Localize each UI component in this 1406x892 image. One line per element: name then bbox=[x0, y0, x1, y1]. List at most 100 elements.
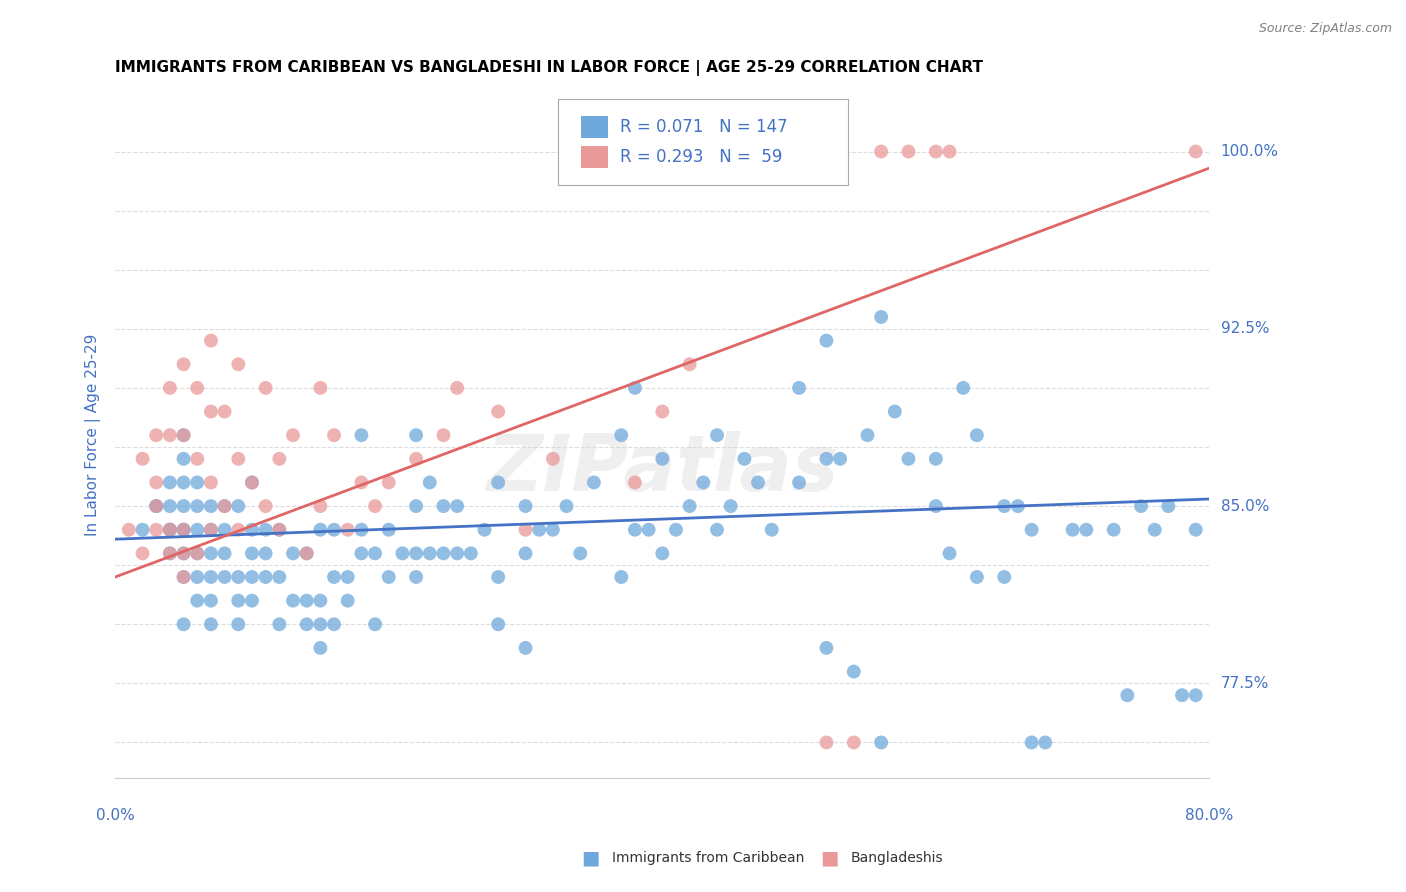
Point bbox=[624, 523, 647, 537]
Point bbox=[200, 593, 222, 607]
Point bbox=[405, 451, 427, 466]
Point bbox=[281, 593, 304, 607]
Point bbox=[651, 404, 673, 418]
Text: IMMIGRANTS FROM CARIBBEAN VS BANGLADESHI IN LABOR FORCE | AGE 25-29 CORRELATION : IMMIGRANTS FROM CARIBBEAN VS BANGLADESHI… bbox=[115, 60, 983, 76]
Point bbox=[952, 381, 974, 395]
Point bbox=[186, 499, 208, 513]
Text: ■: ■ bbox=[581, 848, 600, 868]
Point bbox=[281, 428, 304, 442]
Point bbox=[240, 475, 263, 490]
Point bbox=[486, 404, 509, 418]
Point bbox=[186, 475, 208, 490]
Point bbox=[364, 499, 387, 513]
Point bbox=[214, 523, 236, 537]
Point bbox=[637, 523, 659, 537]
Point bbox=[391, 546, 413, 560]
Point bbox=[186, 546, 208, 560]
Point bbox=[925, 499, 948, 513]
Point bbox=[1143, 523, 1166, 537]
Point bbox=[309, 593, 332, 607]
Point bbox=[897, 145, 920, 159]
Point bbox=[651, 451, 673, 466]
Point bbox=[897, 451, 920, 466]
Point bbox=[1184, 688, 1206, 702]
Text: Source: ZipAtlas.com: Source: ZipAtlas.com bbox=[1258, 22, 1392, 36]
Text: 92.5%: 92.5% bbox=[1220, 321, 1270, 336]
Point bbox=[460, 546, 482, 560]
Point bbox=[432, 499, 454, 513]
Point bbox=[240, 475, 263, 490]
Point bbox=[145, 428, 167, 442]
Point bbox=[336, 523, 359, 537]
Point bbox=[486, 570, 509, 584]
Point bbox=[186, 523, 208, 537]
Point bbox=[815, 735, 838, 749]
Point bbox=[240, 523, 263, 537]
Point bbox=[145, 523, 167, 537]
Point bbox=[569, 546, 592, 560]
Point bbox=[159, 381, 181, 395]
Point bbox=[159, 523, 181, 537]
Point bbox=[145, 499, 167, 513]
Point bbox=[925, 451, 948, 466]
Point bbox=[131, 523, 153, 537]
Point bbox=[159, 428, 181, 442]
Point bbox=[240, 593, 263, 607]
Point bbox=[815, 451, 838, 466]
Point bbox=[295, 546, 318, 560]
Point bbox=[541, 451, 564, 466]
Point bbox=[145, 499, 167, 513]
Point bbox=[679, 499, 702, 513]
Point bbox=[254, 546, 277, 560]
Point bbox=[269, 451, 291, 466]
Point bbox=[159, 546, 181, 560]
FancyBboxPatch shape bbox=[581, 146, 607, 168]
Point bbox=[486, 475, 509, 490]
Point bbox=[486, 617, 509, 632]
Point bbox=[118, 523, 141, 537]
Point bbox=[870, 735, 893, 749]
FancyBboxPatch shape bbox=[558, 99, 848, 185]
Point bbox=[624, 381, 647, 395]
Point bbox=[733, 451, 755, 466]
Point bbox=[323, 428, 346, 442]
Point bbox=[938, 546, 960, 560]
Point bbox=[1102, 523, 1125, 537]
Point bbox=[350, 546, 373, 560]
Point bbox=[706, 523, 728, 537]
Point bbox=[966, 428, 988, 442]
Point bbox=[200, 334, 222, 348]
Point bbox=[214, 570, 236, 584]
Point bbox=[966, 570, 988, 584]
Point bbox=[720, 499, 742, 513]
Point bbox=[186, 546, 208, 560]
Point bbox=[1021, 523, 1043, 537]
Point bbox=[842, 665, 865, 679]
Point bbox=[173, 617, 195, 632]
Point bbox=[281, 546, 304, 560]
Point bbox=[651, 546, 673, 560]
Point bbox=[226, 523, 249, 537]
Point bbox=[226, 570, 249, 584]
Point bbox=[624, 475, 647, 490]
Text: 100.0%: 100.0% bbox=[1220, 144, 1278, 159]
Point bbox=[254, 570, 277, 584]
Point bbox=[323, 617, 346, 632]
Point bbox=[214, 546, 236, 560]
Point bbox=[1062, 523, 1084, 537]
Point bbox=[145, 499, 167, 513]
Point bbox=[323, 523, 346, 537]
Point bbox=[1021, 735, 1043, 749]
Point bbox=[515, 546, 537, 560]
Point bbox=[173, 357, 195, 371]
Point bbox=[159, 523, 181, 537]
Point bbox=[186, 381, 208, 395]
Point bbox=[515, 523, 537, 537]
Point bbox=[925, 145, 948, 159]
Point bbox=[214, 499, 236, 513]
Point bbox=[1007, 499, 1029, 513]
Text: 85.0%: 85.0% bbox=[1220, 499, 1268, 514]
Point bbox=[815, 640, 838, 655]
Point bbox=[405, 570, 427, 584]
Point bbox=[173, 546, 195, 560]
